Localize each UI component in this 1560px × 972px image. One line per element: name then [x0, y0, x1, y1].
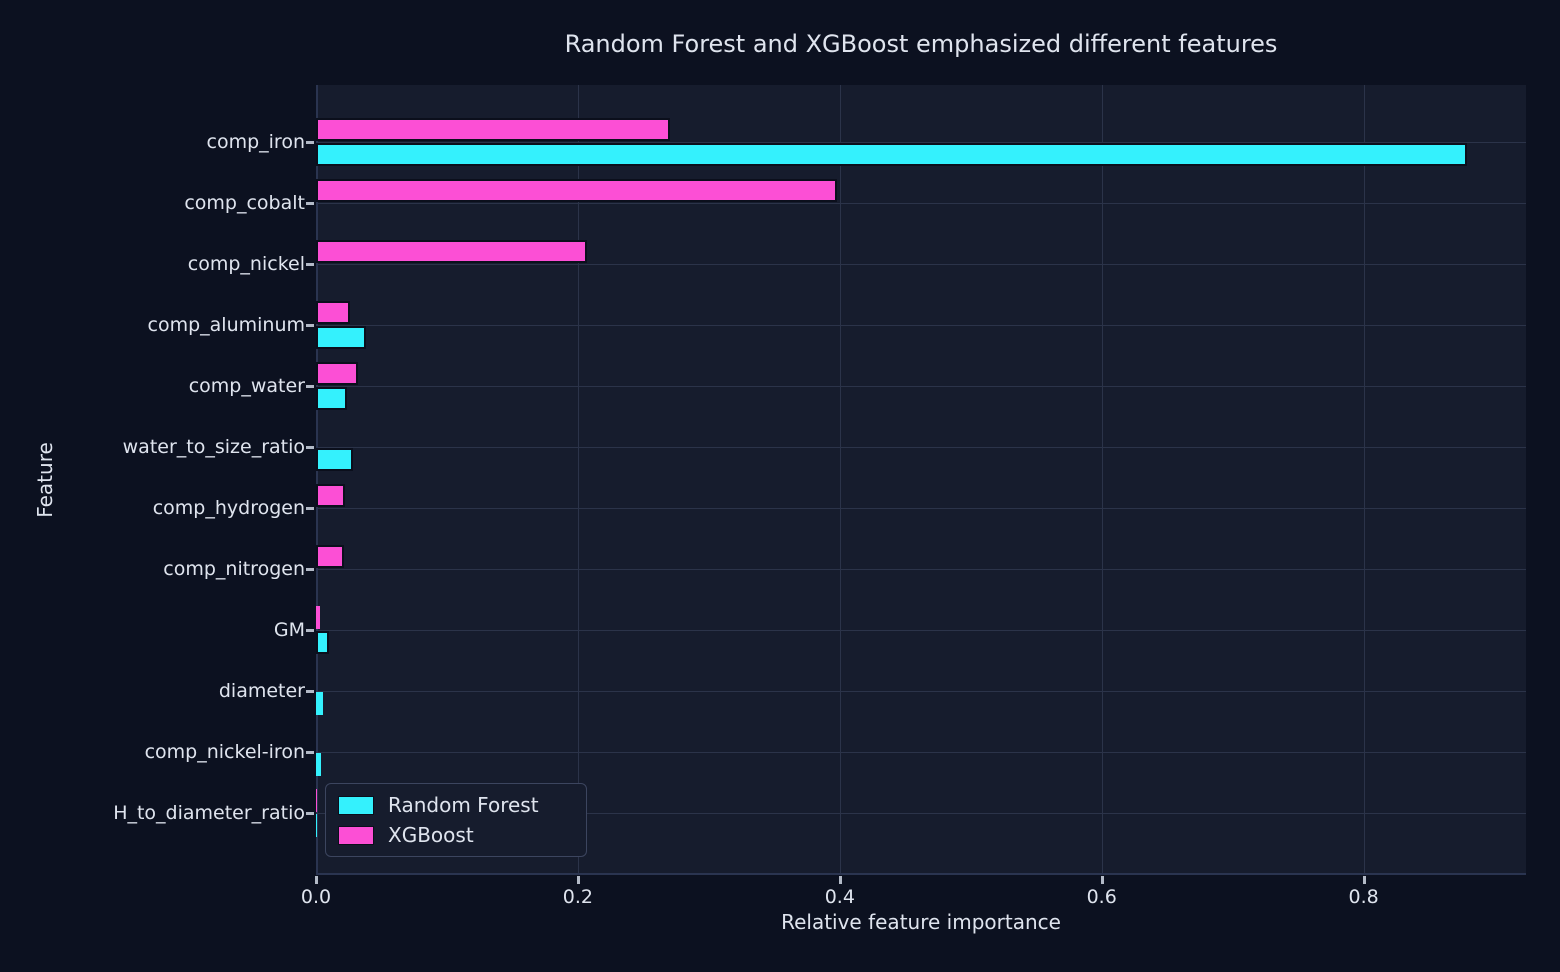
- y-tick-mark: [306, 385, 314, 388]
- x-tick-label: 0.0: [300, 886, 332, 908]
- y-axis-spine: [316, 85, 318, 875]
- y-tick-label: comp_iron: [206, 131, 305, 153]
- x-gridline: [839, 85, 841, 875]
- legend-entry: Random Forest: [338, 793, 574, 817]
- y-gridline: [316, 752, 1526, 753]
- x-tick-mark: [315, 876, 318, 884]
- y-tick-mark: [306, 324, 314, 327]
- x-tick-label: 0.4: [824, 886, 855, 908]
- y-tick-mark: [306, 202, 314, 205]
- x-axis-spine: [316, 873, 1526, 875]
- chart-title: Random Forest and XGBoost emphasized dif…: [564, 30, 1278, 58]
- bar-random-forest: [316, 326, 366, 349]
- bar-xgboost: [316, 484, 345, 507]
- legend-label: Random Forest: [388, 793, 539, 817]
- y-tick-mark: [306, 629, 314, 632]
- bar-random-forest: [316, 448, 353, 471]
- bar-random-forest: [316, 631, 329, 654]
- x-gridline: [1101, 85, 1103, 875]
- bar-xgboost: [316, 789, 317, 812]
- y-tick-mark: [306, 141, 314, 144]
- x-tick-mark: [838, 876, 842, 884]
- x-axis-title: Relative feature importance: [781, 910, 1061, 934]
- bar-xgboost: [316, 362, 358, 385]
- x-gridline: [577, 85, 579, 875]
- bar-random-forest: [316, 692, 323, 715]
- y-gridline: [316, 386, 1526, 387]
- y-tick-mark: [306, 690, 314, 693]
- x-tick-mark: [1100, 876, 1104, 884]
- y-tick-label: GM: [273, 619, 305, 641]
- y-tick-mark: [306, 812, 314, 815]
- y-tick-label: comp_nitrogen: [163, 558, 305, 580]
- bar-random-forest: [316, 387, 347, 410]
- y-axis-title: Feature: [33, 442, 57, 518]
- y-tick-label: comp_water: [188, 375, 305, 397]
- y-gridline: [316, 203, 1526, 204]
- y-gridline: [316, 630, 1526, 631]
- y-gridline: [316, 508, 1526, 509]
- bar-xgboost: [316, 545, 344, 568]
- x-gridline: [1363, 85, 1365, 875]
- bar-xgboost: [316, 118, 670, 141]
- y-gridline: [316, 447, 1526, 448]
- y-tick-label: H_to_diameter_ratio: [113, 802, 305, 824]
- legend-swatch-xgboost: [338, 825, 374, 845]
- x-tick-mark: [576, 876, 580, 884]
- bar-random-forest: [316, 753, 321, 776]
- legend-label: XGBoost: [388, 823, 474, 847]
- y-tick-label: comp_nickel-iron: [144, 741, 305, 763]
- y-gridline: [316, 569, 1526, 570]
- bar-xgboost: [316, 606, 320, 629]
- plot-area: [316, 85, 1526, 875]
- bar-random-forest: [316, 814, 317, 837]
- legend-entry: XGBoost: [338, 823, 574, 847]
- y-tick-label: comp_aluminum: [147, 314, 305, 336]
- y-tick-label: water_to_size_ratio: [122, 436, 305, 458]
- bar-xgboost: [316, 301, 350, 324]
- y-tick-mark: [306, 568, 314, 571]
- y-gridline: [316, 325, 1526, 326]
- x-tick-mark: [1362, 876, 1366, 884]
- legend: Random Forest XGBoost: [325, 783, 587, 857]
- y-gridline: [316, 264, 1526, 265]
- y-tick-mark: [306, 751, 314, 754]
- y-gridline: [316, 691, 1526, 692]
- y-tick-label: diameter: [218, 680, 305, 702]
- x-tick-label: 0.6: [1086, 886, 1117, 908]
- y-tick-label: comp_cobalt: [184, 192, 305, 214]
- legend-swatch-random-forest: [338, 795, 374, 815]
- y-tick-label: comp_hydrogen: [152, 497, 305, 519]
- y-gridline: [316, 142, 1526, 143]
- x-tick-label: 0.8: [1348, 886, 1379, 908]
- x-tick-label: 0.2: [562, 886, 593, 908]
- bar-xgboost: [316, 240, 587, 263]
- y-tick-mark: [306, 507, 314, 510]
- y-tick-mark: [306, 446, 314, 449]
- y-tick-label: comp_nickel: [187, 253, 305, 275]
- y-tick-mark: [306, 263, 314, 266]
- bar-random-forest: [316, 143, 1467, 166]
- bar-xgboost: [316, 179, 837, 202]
- y-gridline: [316, 813, 1526, 814]
